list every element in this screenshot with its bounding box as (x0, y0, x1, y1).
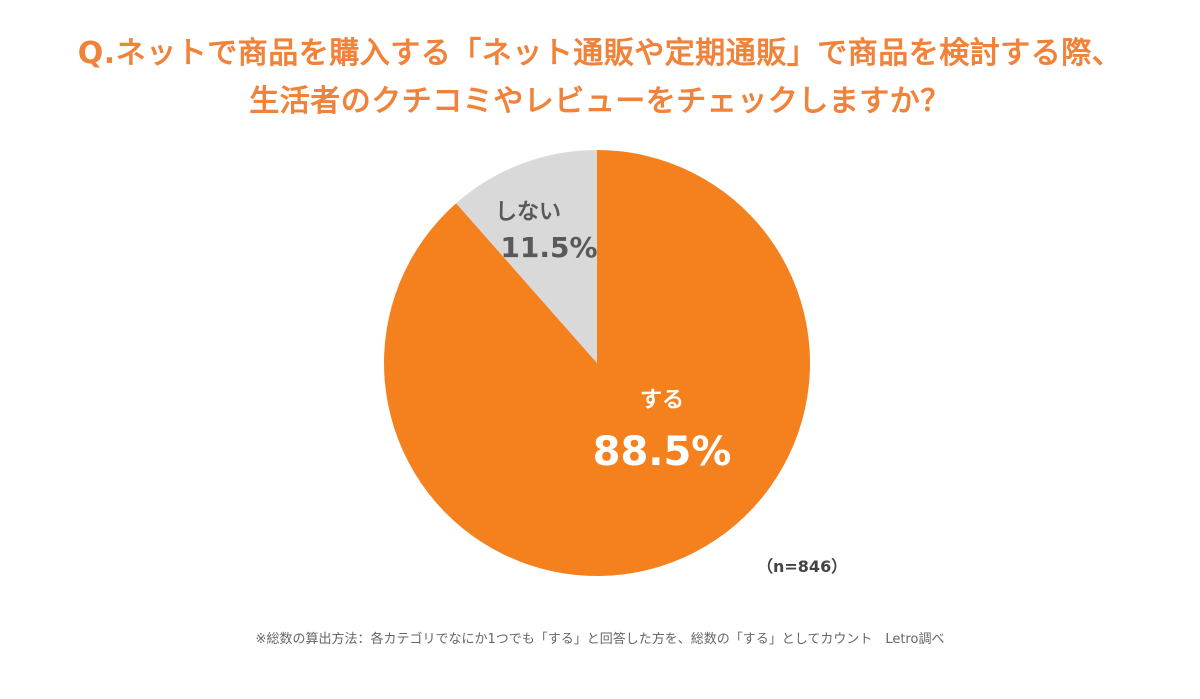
slice-value-shinai: 11.5% (500, 231, 597, 264)
pie-slice-suru (383, 150, 810, 576)
slice-label-suru: する (640, 388, 684, 413)
slice-value-suru: 88.5% (593, 429, 732, 475)
pie-slice-shinai (456, 150, 597, 363)
chart-title-line-2: 生活者のクチコミやレビューをチェックしますか？ (249, 84, 951, 119)
slice-label-shinai: しない (495, 200, 561, 225)
footnote: ※総数の算出方法：各カテゴリでなにか1つでも「する」と回答した方を、総数の「する… (255, 632, 945, 647)
chart-title-line-1: Q.ネットで商品を購入する「ネット通販や定期通販」で商品を検討する際、 (77, 36, 1123, 71)
sample-size: （n=846） (757, 557, 848, 576)
